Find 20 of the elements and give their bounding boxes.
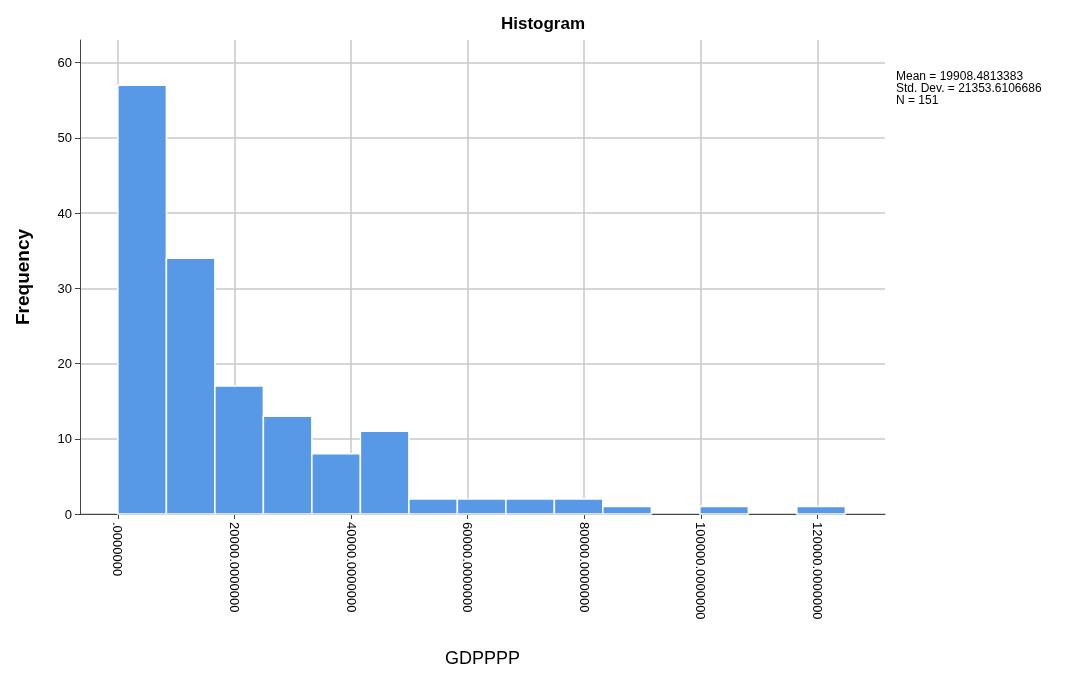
y-axis-title: Frequency	[12, 228, 33, 326]
x-tick-label: 100000.0000000	[693, 522, 709, 620]
y-tick-label: 60	[57, 55, 72, 71]
y-tick-label: 40	[57, 205, 72, 221]
y-tick-label: 30	[57, 280, 72, 296]
x-axis-title: GDPPPP	[444, 648, 521, 668]
x-tick-label: .0000000	[110, 522, 126, 577]
x-tick-label: 60000.0000000	[460, 522, 476, 613]
y-tick-label: 0	[64, 506, 72, 522]
text: Std. Dev. = 21353.6106686	[896, 81, 1042, 95]
y-tick-label: 20	[57, 356, 72, 372]
text: Mean = 19908.4813383	[896, 69, 1024, 83]
y-tick-label: 10	[57, 431, 72, 447]
chart-title: Histogram	[500, 14, 586, 33]
x-tick-label: 80000.0000000	[576, 522, 592, 613]
x-tick-label: 40000.0000000	[343, 522, 359, 613]
x-tick-label: 120000.0000000	[809, 522, 825, 620]
y-tick-label: 50	[57, 130, 72, 146]
text: N = 151	[896, 93, 939, 107]
x-tick-label: 20000.0000000	[226, 522, 242, 613]
